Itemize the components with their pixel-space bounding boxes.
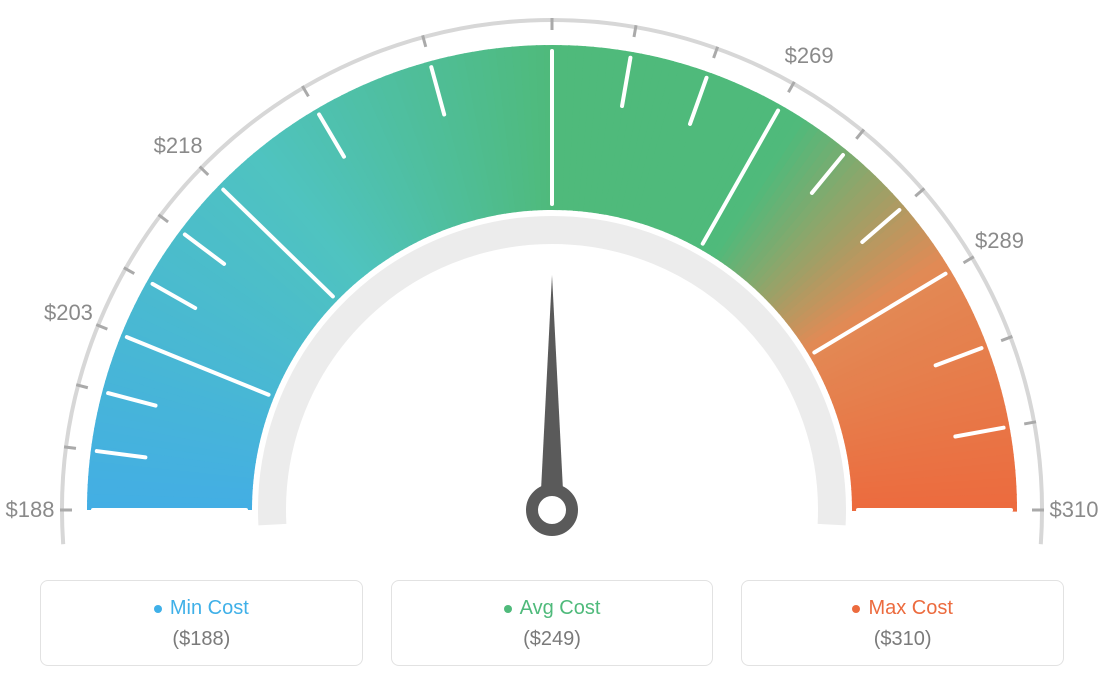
tick-label: $188 (6, 497, 55, 523)
gauge-area: $188 $203 $218 $249 $269 $289 $310 (0, 0, 1104, 560)
legend-value: ($188) (51, 628, 352, 651)
legend-label: Max Cost (868, 597, 952, 620)
needle-hub (532, 490, 572, 530)
tick-label: $289 (975, 228, 1024, 254)
legend-label: Min Cost (170, 597, 249, 620)
legend-title: Avg Cost (504, 597, 601, 620)
gauge-svg (0, 0, 1104, 560)
legend: Min Cost ($188) Avg Cost ($249) Max Cost ($31… (40, 580, 1064, 666)
tick-label: $249 (528, 0, 577, 1)
legend-label: Avg Cost (520, 597, 601, 620)
legend-box: Avg Cost ($249) (391, 580, 714, 666)
legend-value: ($249) (402, 628, 703, 651)
legend-dot-icon (504, 605, 512, 613)
tick-label: $218 (154, 133, 203, 159)
legend-box: Min Cost ($188) (40, 580, 363, 666)
tick-label: $203 (44, 300, 93, 326)
tick-label: $310 (1050, 497, 1099, 523)
legend-title: Min Cost (154, 597, 249, 620)
legend-title: Max Cost (852, 597, 952, 620)
legend-value: ($310) (752, 628, 1053, 651)
legend-box: Max Cost ($310) (741, 580, 1064, 666)
legend-dot-icon (852, 605, 860, 613)
tick-label: $269 (785, 43, 834, 69)
legend-dot-icon (154, 605, 162, 613)
cost-gauge-chart: $188 $203 $218 $249 $269 $289 $310 Min Cost ($1… (0, 0, 1104, 690)
needle (540, 275, 564, 510)
